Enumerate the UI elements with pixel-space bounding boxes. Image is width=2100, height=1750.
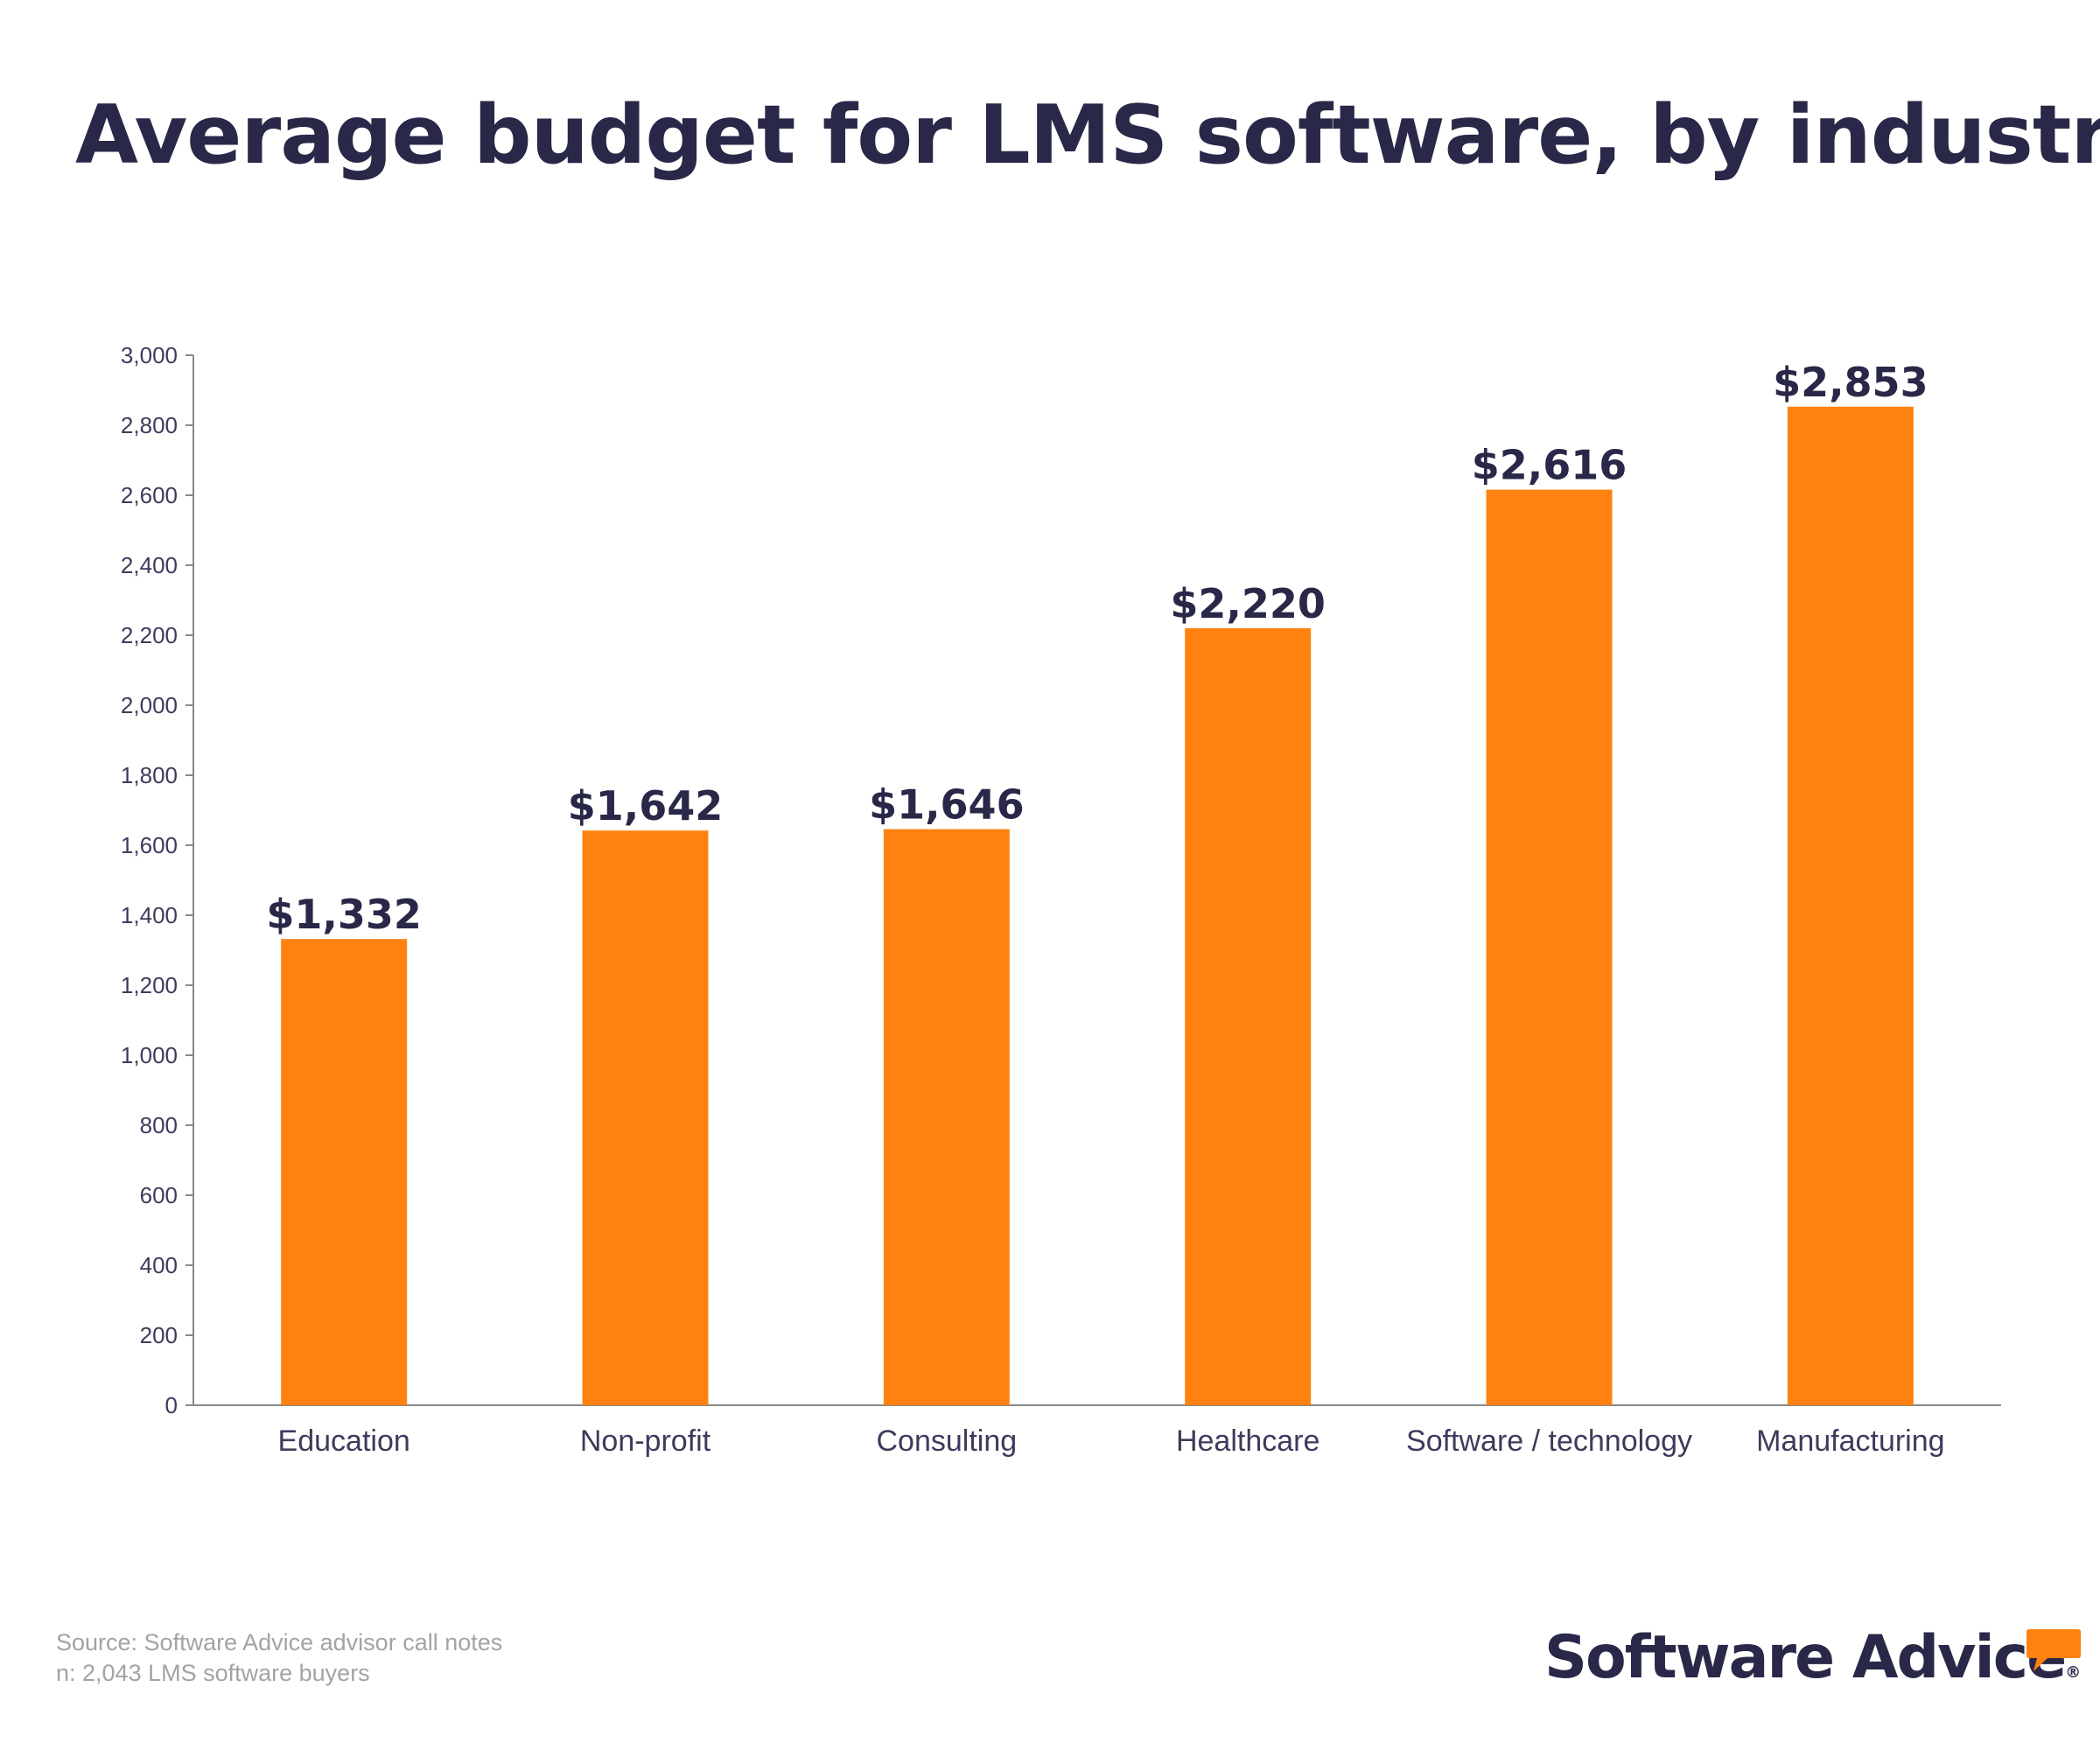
bar — [1787, 406, 1914, 1405]
y-tick-label: 1,600 — [121, 832, 178, 858]
data-label: $1,646 — [869, 781, 1025, 829]
y-tick-label: 1,200 — [121, 972, 178, 998]
bar — [1486, 489, 1613, 1405]
data-label: $2,616 — [1472, 442, 1628, 489]
y-tick-label: 1,400 — [121, 902, 178, 928]
x-axis: Education Non-profit Consulting Healthcare S… — [193, 1404, 2001, 1458]
y-tick-label: 200 — [140, 1322, 178, 1348]
brand-logo: Software Advice® — [1544, 1623, 2081, 1692]
registered-mark: ® — [2065, 1663, 2082, 1682]
y-tick-label: 2,400 — [121, 552, 178, 578]
source-note: Source: Software Advice advisor call not… — [56, 1629, 503, 1656]
data-label: $1,642 — [568, 782, 724, 830]
x-tick-label: Consulting — [877, 1424, 1018, 1458]
x-tick-label: Software / technology — [1406, 1424, 1692, 1458]
bars — [281, 406, 1914, 1405]
bar — [281, 939, 408, 1405]
y-tick-label: 400 — [140, 1252, 178, 1278]
bar-chart: 0 200 400 600 800 1,000 1,200 1,400 1,600 1,800 2,… — [121, 342, 2001, 1458]
speech-bubble-icon — [2026, 1629, 2081, 1671]
data-labels: $1,332 $1,642 $1,646 $2,220 $2,616 $2,853 — [266, 359, 1928, 938]
x-tick-label: Education — [278, 1424, 410, 1458]
y-tick-label: 2,000 — [121, 692, 178, 718]
y-tick-label: 800 — [140, 1112, 178, 1138]
data-label: $2,220 — [1170, 580, 1326, 627]
bar — [883, 829, 1010, 1405]
y-axis: 0 200 400 600 800 1,000 1,200 1,400 1,600 1,800 2,… — [121, 342, 194, 1418]
brand-name: Software Advice — [1544, 1623, 2067, 1692]
y-tick-label: 2,600 — [121, 482, 178, 508]
y-tick-label: 0 — [165, 1392, 178, 1418]
y-tick-label: 1,000 — [121, 1042, 178, 1068]
y-tick-label: 2,800 — [121, 412, 178, 438]
y-tick-label: 1,800 — [121, 762, 178, 788]
bar — [582, 830, 709, 1405]
chart-title: Average budget for LMS software, by indu… — [75, 88, 2100, 182]
bar — [1185, 628, 1312, 1405]
x-tick-label: Non-profit — [580, 1424, 711, 1458]
y-tick-label: 2,200 — [121, 622, 178, 648]
sample-size-note: n: 2,043 LMS software buyers — [56, 1660, 370, 1686]
x-tick-label: Manufacturing — [1756, 1424, 1944, 1458]
x-tick-label: Healthcare — [1176, 1424, 1320, 1458]
data-label: $1,332 — [266, 891, 422, 938]
y-tick-label: 3,000 — [121, 342, 178, 368]
y-tick-label: 600 — [140, 1182, 178, 1208]
data-label: $2,853 — [1773, 359, 1928, 406]
